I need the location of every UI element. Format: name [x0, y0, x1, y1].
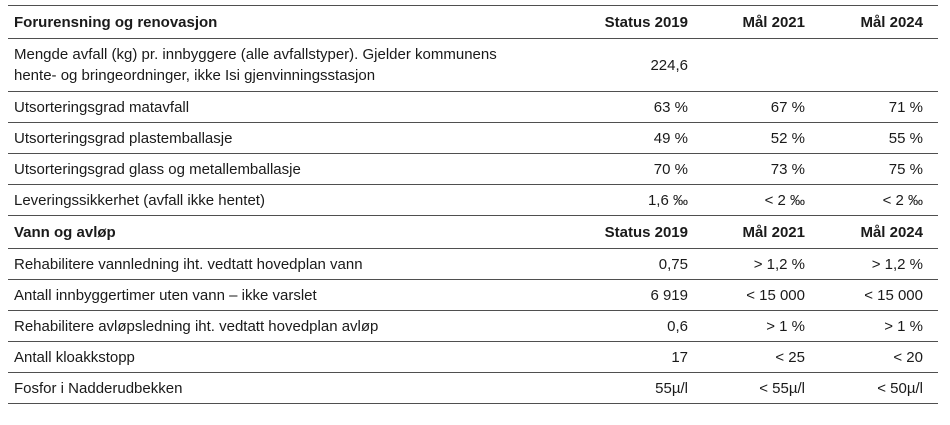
row-label: Utsorteringsgrad matavfall [14, 98, 190, 116]
table-row: Utsorteringsgrad matavfall 63 % 67 % 71 … [8, 91, 938, 123]
cell-status-2019: 55µ/l [655, 379, 688, 397]
cell-status-2019: 0,75 [658, 255, 688, 273]
cell-mal-2024: 75 % [888, 160, 923, 178]
cell-mal-2024: < 50µ/l [877, 379, 923, 397]
section-header-row: Forurensning og renovasjon Status 2019 M… [8, 5, 938, 39]
table-row: Antall innbyggertimer uten vann – ikke v… [8, 279, 938, 311]
table-row: Antall kloakkstopp 17 < 25 < 20 [8, 341, 938, 373]
row-label: Utsorteringsgrad plastemballasje [14, 129, 233, 147]
cell-mal-2021: < 2 ‰ [764, 191, 805, 209]
column-header-status-2019: Status 2019 [604, 13, 688, 31]
column-header-mal-2024: Mål 2024 [860, 223, 923, 241]
cell-mal-2021 [703, 39, 820, 92]
cell-mal-2024: < 20 [893, 348, 923, 366]
cell-status-2019: 1,6 ‰ [647, 191, 688, 209]
cell-mal-2021: > 1 % [766, 317, 805, 335]
cell-status-2019: 70 % [653, 160, 688, 178]
cell-mal-2021: 52 % [770, 129, 805, 147]
table-row: Leveringssikkerhet (avfall ikke hentet) … [8, 184, 938, 216]
cell-status-2019: 6 919 [650, 286, 688, 304]
cell-status-2019: 0,6 [667, 317, 688, 335]
cell-mal-2024: < 15 000 [864, 286, 923, 304]
row-label: Leveringssikkerhet (avfall ikke hentet) [14, 191, 265, 209]
column-header-mal-2021: Mål 2021 [742, 223, 805, 241]
cell-mal-2024: < 2 ‰ [882, 191, 923, 209]
row-label: Rehabilitere vannledning iht. vedtatt ho… [14, 255, 363, 273]
cell-mal-2021: 67 % [770, 98, 805, 116]
column-header-status-2019: Status 2019 [604, 223, 688, 241]
row-label: Antall kloakkstopp [14, 348, 135, 366]
column-header-mal-2021: Mål 2021 [742, 13, 805, 31]
cell-mal-2024: > 1 % [884, 317, 923, 335]
kpi-table-container: Forurensning og renovasjon Status 2019 M… [8, 5, 938, 404]
table-row: Utsorteringsgrad glass og metallemballas… [8, 153, 938, 185]
section-title: Vann og avløp [14, 223, 116, 241]
section-title: Forurensning og renovasjon [14, 13, 218, 31]
row-label: Mengde avfall (kg) pr. innbyggere (alle … [14, 46, 497, 84]
row-label: Fosfor i Nadderudbekken [14, 379, 183, 397]
table-row: Rehabilitere vannledning iht. vedtatt ho… [8, 248, 938, 280]
cell-mal-2021: > 1,2 % [753, 255, 805, 273]
cell-mal-2021: < 55µ/l [759, 379, 805, 397]
cell-mal-2024: > 1,2 % [871, 255, 923, 273]
row-label: Rehabilitere avløpsledning iht. vedtatt … [14, 317, 379, 335]
row-label: Utsorteringsgrad glass og metallemballas… [14, 160, 301, 178]
kpi-table: Forurensning og renovasjon Status 2019 M… [8, 5, 938, 404]
cell-mal-2021: 73 % [770, 160, 805, 178]
table-row: Mengde avfall (kg) pr. innbyggere (alle … [8, 38, 938, 92]
cell-mal-2021: < 15 000 [746, 286, 805, 304]
section-header-row: Vann og avløp Status 2019 Mål 2021 Mål 2… [8, 215, 938, 249]
cell-mal-2021: < 25 [775, 348, 805, 366]
row-label: Antall innbyggertimer uten vann – ikke v… [14, 286, 317, 304]
cell-mal-2024 [820, 39, 938, 92]
table-row: Rehabilitere avløpsledning iht. vedtatt … [8, 310, 938, 342]
table-row: Fosfor i Nadderudbekken 55µ/l < 55µ/l < … [8, 372, 938, 404]
cell-status-2019: 17 [671, 348, 688, 366]
table-row: Utsorteringsgrad plastemballasje 49 % 52… [8, 122, 938, 154]
cell-status-2019: 63 % [653, 98, 688, 116]
cell-status-2019: 49 % [653, 129, 688, 147]
cell-mal-2024: 55 % [888, 129, 923, 147]
cell-status-2019: 224,6 [650, 56, 688, 74]
column-header-mal-2024: Mål 2024 [860, 13, 923, 31]
cell-mal-2024: 71 % [888, 98, 923, 116]
